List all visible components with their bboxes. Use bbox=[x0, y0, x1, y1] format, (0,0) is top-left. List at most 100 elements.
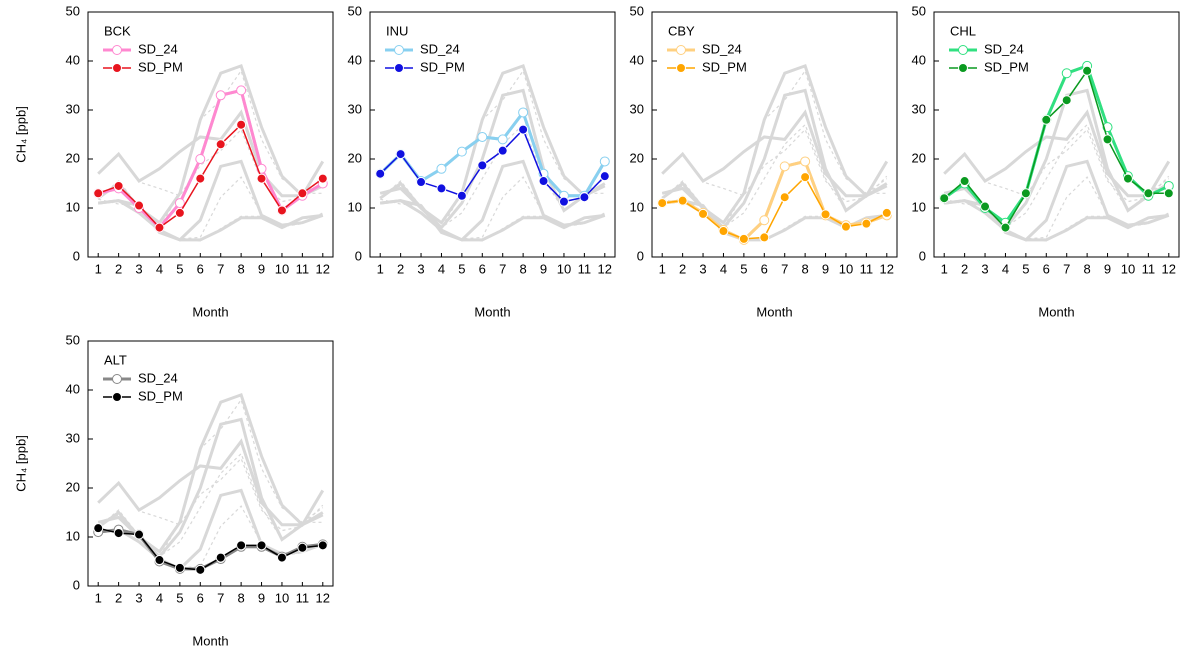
x-tick-label: 6 bbox=[1043, 261, 1050, 276]
x-tick-label: 3 bbox=[417, 261, 424, 276]
x-tick-label: 2 bbox=[961, 261, 968, 276]
data-point bbox=[677, 195, 688, 206]
data-point bbox=[881, 207, 892, 218]
y-tick-label: 40 bbox=[66, 381, 80, 396]
background-line bbox=[97, 392, 324, 554]
data-point bbox=[113, 528, 124, 539]
legend-label: SD_PM bbox=[420, 59, 465, 74]
background-line bbox=[943, 128, 1170, 203]
data-point bbox=[1020, 188, 1031, 199]
background-line bbox=[97, 457, 324, 532]
y-tick-label: 20 bbox=[912, 150, 926, 165]
y-tick-label: 10 bbox=[66, 199, 80, 214]
data-point bbox=[375, 168, 386, 179]
x-tick-label: 10 bbox=[557, 261, 571, 276]
station-label: CHL bbox=[950, 23, 976, 38]
legend-marker bbox=[958, 45, 968, 55]
data-point bbox=[657, 198, 668, 209]
legend-marker bbox=[676, 45, 686, 55]
x-tick-label: 10 bbox=[275, 590, 289, 605]
x-tick-label: 12 bbox=[880, 261, 894, 276]
data-point bbox=[599, 171, 610, 182]
x-tick-label: 5 bbox=[1022, 261, 1029, 276]
x-tick-label: 6 bbox=[761, 261, 768, 276]
x-tick-label: 7 bbox=[499, 261, 506, 276]
data-point bbox=[759, 215, 770, 226]
background-line bbox=[97, 128, 324, 203]
data-point bbox=[436, 163, 447, 174]
background-line bbox=[98, 452, 324, 558]
legend-label: SD_24 bbox=[420, 41, 460, 56]
data-point bbox=[1061, 95, 1072, 106]
background-line bbox=[944, 123, 1170, 229]
y-tick-label: 30 bbox=[912, 101, 926, 116]
data-point bbox=[456, 146, 467, 157]
data-point bbox=[154, 555, 165, 566]
data-point bbox=[1061, 68, 1072, 79]
x-tick-label: 5 bbox=[740, 261, 747, 276]
x-tick-label: 7 bbox=[217, 261, 224, 276]
y-tick-label: 40 bbox=[630, 52, 644, 67]
station-label: INU bbox=[386, 23, 408, 38]
data-point bbox=[195, 154, 206, 164]
data-point bbox=[195, 564, 206, 575]
x-tick-label: 4 bbox=[156, 590, 163, 605]
y-tick-label: 0 bbox=[73, 577, 80, 592]
y-tick-label: 50 bbox=[630, 3, 644, 18]
data-point bbox=[215, 139, 226, 150]
legend-label: SD_24 bbox=[984, 41, 1024, 56]
data-point bbox=[800, 172, 811, 183]
data-point bbox=[236, 540, 247, 551]
y-tick-label: 20 bbox=[348, 150, 362, 165]
x-axis-label: Month bbox=[756, 304, 792, 319]
y-tick-label: 20 bbox=[66, 479, 80, 494]
data-point bbox=[256, 173, 267, 184]
background-line bbox=[662, 123, 888, 229]
data-point bbox=[236, 119, 247, 130]
x-axis-label: Month bbox=[192, 304, 228, 319]
x-tick-label: 2 bbox=[115, 261, 122, 276]
data-point bbox=[497, 134, 508, 145]
x-tick-label: 8 bbox=[520, 261, 527, 276]
x-tick-label: 8 bbox=[238, 261, 245, 276]
x-tick-label: 5 bbox=[458, 261, 465, 276]
x-tick-label: 9 bbox=[822, 261, 829, 276]
background-line bbox=[380, 198, 605, 242]
series-line bbox=[97, 123, 324, 229]
x-tick-label: 11 bbox=[1142, 261, 1156, 276]
data-point bbox=[236, 85, 247, 96]
data-point bbox=[93, 188, 104, 199]
legend-label: SD_24 bbox=[702, 41, 742, 56]
data-point bbox=[759, 232, 770, 243]
data-point bbox=[93, 523, 104, 534]
background-line bbox=[98, 123, 324, 229]
data-point bbox=[174, 562, 185, 573]
data-point bbox=[599, 156, 610, 167]
data-point bbox=[861, 218, 872, 229]
y-tick-label: 10 bbox=[630, 199, 644, 214]
x-tick-label: 9 bbox=[258, 590, 265, 605]
data-point bbox=[959, 176, 970, 187]
y-tick-label: 0 bbox=[73, 248, 80, 263]
x-tick-label: 9 bbox=[540, 261, 547, 276]
y-axis-label: CH₄ [ppb] bbox=[13, 106, 28, 163]
x-tick-label: 9 bbox=[258, 261, 265, 276]
y-tick-label: 50 bbox=[66, 3, 80, 18]
y-tick-label: 50 bbox=[912, 3, 926, 18]
background-line bbox=[661, 128, 888, 203]
y-tick-label: 30 bbox=[66, 101, 80, 116]
x-tick-label: 12 bbox=[598, 261, 612, 276]
data-point bbox=[256, 540, 267, 551]
x-tick-label: 4 bbox=[438, 261, 445, 276]
x-tick-label: 5 bbox=[176, 261, 183, 276]
data-point bbox=[980, 201, 991, 212]
data-point bbox=[1082, 65, 1093, 76]
y-tick-label: 0 bbox=[355, 248, 362, 263]
x-tick-label: 8 bbox=[802, 261, 809, 276]
x-tick-label: 7 bbox=[217, 590, 224, 605]
data-point bbox=[297, 188, 308, 199]
x-axis-label: Month bbox=[192, 633, 228, 648]
plot-frame bbox=[87, 340, 334, 587]
data-point bbox=[456, 190, 467, 201]
data-point bbox=[698, 208, 709, 219]
